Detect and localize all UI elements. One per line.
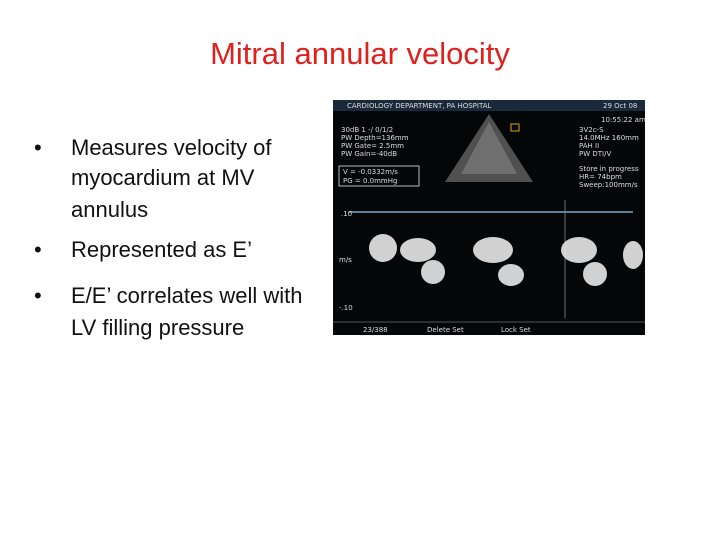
image-setting: PW Depth=136mm xyxy=(341,134,409,142)
echo-sector-inner xyxy=(461,122,517,174)
bullet-text: myocardium at MV xyxy=(71,165,255,190)
scale-label: m/s xyxy=(339,256,352,264)
bullet-marker: • xyxy=(34,237,42,262)
bullet-text: E/E’ correlates well with xyxy=(71,283,303,308)
image-setting: 3V2c-S xyxy=(579,126,604,134)
image-time: 10:55:22 am xyxy=(601,116,645,124)
image-setting: PAH II xyxy=(579,142,599,150)
echo-sector xyxy=(445,114,533,182)
bullet-text: LV filling pressure xyxy=(71,315,245,340)
image-footer: 23/388 xyxy=(363,326,388,334)
image-setting: PW Gain=-40dB xyxy=(341,150,397,158)
image-header: CARDIOLOGY DEPARTMENT, PA HOSPITAL xyxy=(347,102,491,110)
echo-image: CARDIOLOGY DEPARTMENT, PA HOSPITAL 29 Oc… xyxy=(333,100,645,335)
scale-label: -.10 xyxy=(339,304,353,312)
image-setting: PW DTI/V xyxy=(579,150,611,158)
spectral-trace xyxy=(369,234,643,286)
image-status: HR= 74bpm xyxy=(579,173,622,181)
sample-gate xyxy=(510,123,520,132)
slide-title: Mitral annular velocity xyxy=(210,36,510,71)
image-setting: PW Gate= 2.5mm xyxy=(341,142,404,150)
image-status: Store in progress xyxy=(579,165,639,173)
image-setting: 30dB 1 -/ 0/1/2 xyxy=(341,126,393,134)
bullet-text: Measures velocity of xyxy=(71,135,272,160)
image-status: Sweep:100mm/s xyxy=(579,181,638,189)
image-measure: PG = 0.0mmHg xyxy=(343,177,397,185)
bullet-marker: • xyxy=(34,135,42,160)
scale-label: .10 xyxy=(341,210,352,218)
image-header-bar xyxy=(333,100,645,111)
image-footer: Lock Set xyxy=(501,326,531,334)
image-date: 29 Oct 08 xyxy=(603,102,637,110)
image-setting: 14.0MHz 160mm xyxy=(579,134,639,142)
bullet-marker: • xyxy=(34,283,42,308)
image-footer: Delete Set xyxy=(427,326,464,334)
bullet-text: annulus xyxy=(71,197,149,222)
image-measure: V = -0.0332m/s xyxy=(343,168,398,176)
bullet-text: Represented as E’ xyxy=(71,237,252,262)
measure-box xyxy=(338,165,420,187)
